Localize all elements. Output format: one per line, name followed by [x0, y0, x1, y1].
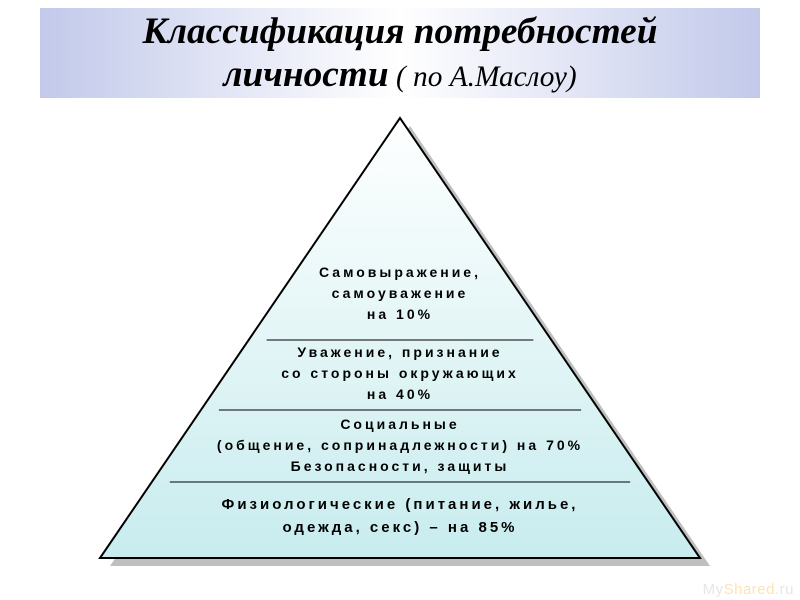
pyramid-diagram: Самовыражение,самоуважениена 10%Уважение…: [0, 110, 800, 590]
page-subtitle: личности ( по А.Маслоу): [223, 53, 576, 96]
pyramid-svg: [0, 110, 800, 600]
title-band: Классификация потребностей личности ( по…: [40, 8, 760, 98]
pyramid-body: [100, 118, 700, 558]
page-title: Классификация потребностей: [143, 10, 658, 53]
